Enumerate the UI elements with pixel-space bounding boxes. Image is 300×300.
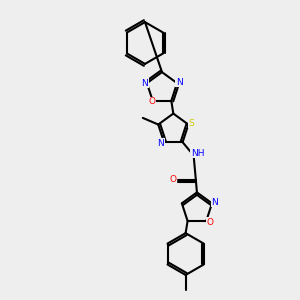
Text: O: O <box>148 97 155 106</box>
Text: N: N <box>212 198 218 207</box>
Text: N: N <box>176 78 182 87</box>
Text: S: S <box>188 119 194 128</box>
Text: NH: NH <box>191 149 204 158</box>
Text: O: O <box>207 218 214 226</box>
Text: N: N <box>142 79 148 88</box>
Text: O: O <box>170 175 177 184</box>
Text: N: N <box>158 139 164 148</box>
